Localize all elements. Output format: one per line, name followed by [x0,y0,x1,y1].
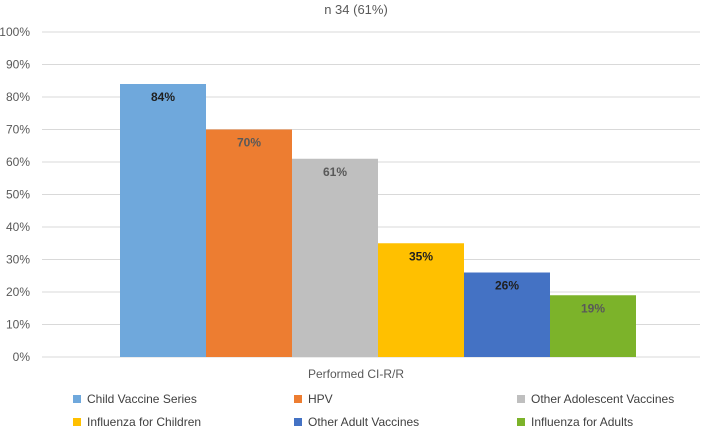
y-tick-label: 20% [6,285,30,299]
y-tick-label: 0% [13,350,31,364]
y-tick-label: 90% [6,58,30,72]
legend-item: Other Adolescent Vaccines [517,392,674,406]
data-label: 84% [151,90,175,104]
bar-influenza-for-adults [550,295,636,357]
y-tick-label: 10% [6,318,30,332]
legend-swatch [73,418,81,426]
legend-swatch [294,418,302,426]
y-tick-label: 50% [6,188,30,202]
legend-label: Influenza for Children [87,415,202,429]
legend-item: Influenza for Children [73,415,201,429]
bars [120,84,636,357]
bar-child-vaccine-series [120,84,206,357]
x-axis-label: Performed CI-R/R [308,367,404,381]
bar-chart: n 34 (61%) 0% 10% 20% 30% 40% 50% 60% 70% 80% 90%… [0,2,700,381]
bar-hpv [206,129,292,357]
legend: Child Vaccine Series HPV Other Adolescent … [0,386,713,430]
data-label: 70% [237,136,261,150]
data-label: 19% [581,301,605,315]
y-tick-label: 70% [6,123,30,137]
data-label: 35% [409,249,433,263]
legend-item: Child Vaccine Series [73,392,197,406]
chart-title: n 34 (61%) [324,2,388,17]
bar-other-adolescent-vaccines [292,158,378,357]
y-tick-label: 100% [0,25,30,39]
legend-item: Other Adult Vaccines [294,415,419,429]
legend-label: HPV [308,392,333,406]
y-tick-label: 40% [6,220,30,234]
y-tick-label: 60% [6,155,30,169]
data-labels: 84% 70% 61% 35% 26% 19% [151,90,605,315]
data-label: 26% [495,279,519,293]
bar-influenza-for-children [378,243,464,357]
legend-swatch [73,395,81,403]
legend-item: HPV [294,392,333,406]
y-tick-label: 30% [6,253,30,267]
legend-item: Influenza for Adults [517,415,633,429]
legend-label: Other Adolescent Vaccines [531,392,675,406]
y-tick-label: 80% [6,90,30,104]
legend-label: Other Adult Vaccines [308,415,420,429]
legend-label: Child Vaccine Series [87,392,197,406]
data-label: 61% [323,165,347,179]
legend-label: Influenza for Adults [531,415,634,429]
bar-other-adult-vaccines [464,272,550,357]
y-axis-ticks: 0% 10% 20% 30% 40% 50% 60% 70% 80% 90% 100% [0,25,30,364]
legend-swatch [294,395,302,403]
legend-swatch [517,418,525,426]
legend-swatch [517,395,525,403]
